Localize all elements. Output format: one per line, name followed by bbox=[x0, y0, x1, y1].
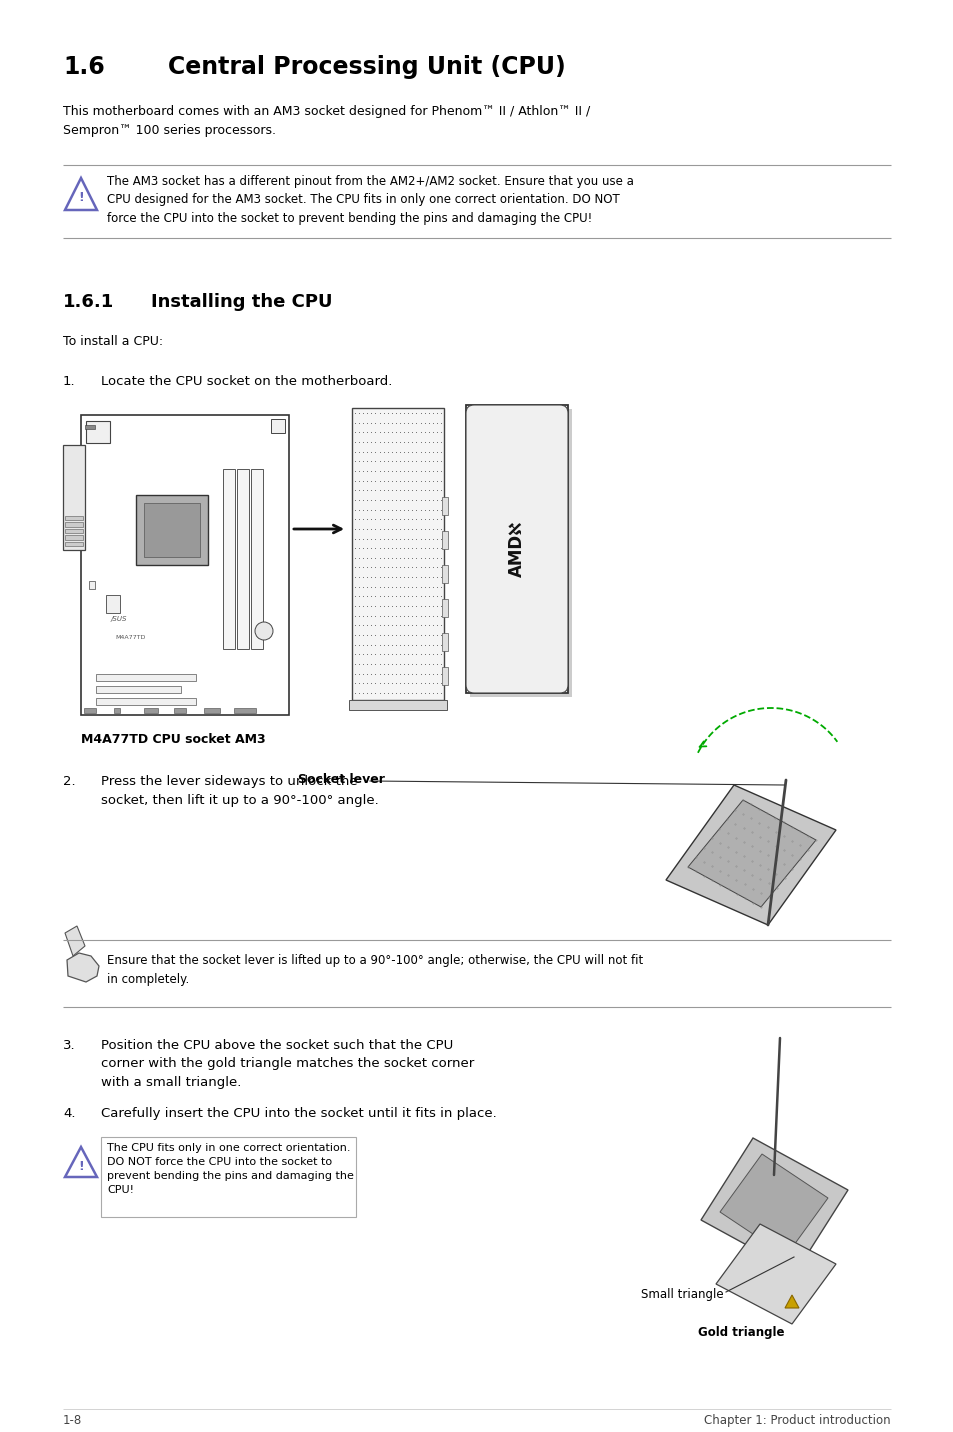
Bar bbox=[65, 516, 83, 520]
Bar bbox=[86, 421, 110, 442]
Polygon shape bbox=[720, 1154, 827, 1256]
Bar bbox=[101, 1137, 355, 1217]
Text: !: ! bbox=[78, 192, 84, 205]
Polygon shape bbox=[791, 1252, 803, 1262]
Bar bbox=[96, 674, 195, 682]
Polygon shape bbox=[65, 927, 85, 957]
Bar bbox=[84, 707, 96, 713]
Bar bbox=[441, 667, 448, 684]
Bar bbox=[352, 408, 443, 700]
Polygon shape bbox=[665, 785, 835, 925]
Text: Ensure that the socket lever is lifted up to a 90°-100° angle; otherwise, the CP: Ensure that the socket lever is lifted u… bbox=[107, 954, 642, 985]
Polygon shape bbox=[67, 954, 99, 982]
Bar bbox=[136, 495, 208, 566]
Bar bbox=[81, 415, 289, 715]
Bar bbox=[113, 707, 120, 713]
Bar bbox=[441, 566, 448, 583]
Text: Gold triangle: Gold triangle bbox=[697, 1326, 783, 1339]
Text: 1-8: 1-8 bbox=[63, 1413, 82, 1428]
Text: Central Processing Unit (CPU): Central Processing Unit (CPU) bbox=[168, 54, 565, 79]
Bar bbox=[63, 445, 85, 550]
Bar bbox=[65, 536, 83, 540]
Bar bbox=[251, 470, 263, 649]
Bar bbox=[465, 405, 567, 693]
Bar bbox=[85, 425, 95, 430]
Text: This motherboard comes with an AM3 socket designed for Phenom™ II / Athlon™ II /: This motherboard comes with an AM3 socke… bbox=[63, 105, 590, 137]
Text: Carefully insert the CPU into the socket until it fits in place.: Carefully insert the CPU into the socket… bbox=[101, 1107, 497, 1120]
Text: 2.: 2. bbox=[63, 775, 75, 788]
Polygon shape bbox=[784, 1295, 799, 1307]
Text: To install a CPU:: To install a CPU: bbox=[63, 335, 163, 348]
Bar bbox=[441, 599, 448, 617]
Text: 1.6.1: 1.6.1 bbox=[63, 294, 114, 311]
Polygon shape bbox=[700, 1138, 847, 1272]
Bar bbox=[96, 697, 195, 705]
Text: Position the CPU above the socket such that the CPU
corner with the gold triangl: Position the CPU above the socket such t… bbox=[101, 1040, 474, 1088]
Text: M4A77TD: M4A77TD bbox=[115, 634, 146, 640]
Text: 3.: 3. bbox=[63, 1040, 75, 1053]
Bar bbox=[65, 541, 83, 546]
Bar bbox=[106, 596, 120, 613]
Bar bbox=[349, 700, 447, 710]
Text: !: ! bbox=[78, 1160, 84, 1173]
Text: 4.: 4. bbox=[63, 1107, 75, 1120]
Text: Press the lever sideways to unlock the
socket, then lift it up to a 90°-100° ang: Press the lever sideways to unlock the s… bbox=[101, 775, 378, 808]
Bar bbox=[204, 707, 220, 713]
FancyBboxPatch shape bbox=[465, 405, 567, 693]
Bar bbox=[441, 633, 448, 652]
Text: AMDℵ: AMDℵ bbox=[507, 521, 525, 577]
Text: 1.: 1. bbox=[63, 375, 75, 388]
Text: M4A77TD CPU socket AM3: M4A77TD CPU socket AM3 bbox=[81, 733, 265, 746]
Bar bbox=[144, 503, 200, 557]
Text: The AM3 socket has a different pinout from the AM2+/AM2 socket. Ensure that you : The AM3 socket has a different pinout fr… bbox=[107, 175, 633, 225]
Polygon shape bbox=[716, 1224, 835, 1325]
Bar bbox=[65, 528, 83, 533]
Bar bbox=[96, 686, 181, 693]
Bar bbox=[223, 470, 234, 649]
Bar bbox=[173, 707, 186, 713]
Text: Small triangle: Small triangle bbox=[640, 1287, 723, 1302]
Bar bbox=[271, 420, 285, 432]
Text: /SUS: /SUS bbox=[111, 616, 127, 621]
Bar bbox=[144, 707, 158, 713]
Circle shape bbox=[254, 621, 273, 640]
Text: 1.6: 1.6 bbox=[63, 54, 105, 79]
Bar bbox=[89, 581, 95, 589]
Bar bbox=[441, 531, 448, 548]
Text: Chapter 1: Product introduction: Chapter 1: Product introduction bbox=[703, 1413, 890, 1428]
Polygon shape bbox=[687, 800, 815, 906]
Bar bbox=[236, 470, 249, 649]
Bar bbox=[65, 523, 83, 527]
Bar bbox=[233, 707, 255, 713]
Text: The CPU fits only in one correct orientation.
DO NOT force the CPU into the sock: The CPU fits only in one correct orienta… bbox=[107, 1143, 354, 1194]
Text: Installing the CPU: Installing the CPU bbox=[151, 294, 333, 311]
Bar bbox=[441, 497, 448, 516]
Text: Socket lever: Socket lever bbox=[297, 773, 384, 786]
Bar bbox=[470, 410, 572, 697]
Text: Locate the CPU socket on the motherboard.: Locate the CPU socket on the motherboard… bbox=[101, 375, 392, 388]
